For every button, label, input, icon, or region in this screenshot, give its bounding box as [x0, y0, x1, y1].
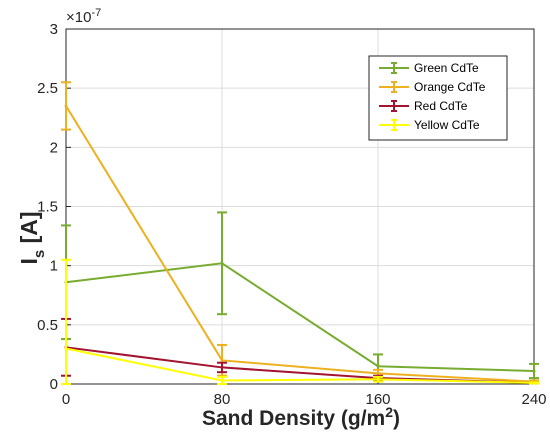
y-axis-multiplier: ×10-7: [66, 7, 101, 26]
y-tick-label: 0: [50, 376, 58, 393]
y-axis-title-tail: [A]: [16, 211, 42, 249]
legend-item: Red CdTe: [379, 99, 468, 113]
series-red-cdte: [61, 317, 539, 385]
y-tick-label: 1: [50, 258, 58, 275]
data-point: [376, 377, 380, 381]
data-point: [64, 347, 68, 350]
data-point: [220, 365, 224, 369]
data-point: [376, 371, 380, 375]
y-tick-label: 1.5: [37, 199, 58, 216]
data-point: [64, 104, 68, 108]
series-line: [65, 262, 535, 372]
legend-item: Yellow CdTe: [379, 118, 480, 132]
legend-label: Red CdTe: [414, 99, 468, 113]
y-multiplier-base: ×10: [66, 9, 91, 26]
legend-item: Orange CdTe: [379, 80, 486, 94]
x-tick-label: 240: [521, 391, 546, 408]
series-line: [65, 105, 535, 383]
x-axis-title: Sand Density (g/m2): [202, 404, 400, 430]
legend-label: Green CdTe: [414, 61, 479, 75]
legend-label: Orange CdTe: [414, 80, 486, 94]
legend-item: Green CdTe: [379, 61, 479, 75]
axis-ticks: 0 80 160 240 0 0.5 1 1.5 2 2.5 3: [37, 21, 546, 408]
x-axis-title-main: Sand Density (g/m: [202, 407, 385, 430]
data-point: [220, 358, 224, 362]
data-point: [376, 364, 380, 368]
series-green-cdte: [61, 211, 539, 380]
y-axis-title-subscript: s: [31, 250, 48, 258]
data-point: [220, 378, 224, 382]
y-tick-label: 2.5: [37, 80, 58, 97]
legend-label: Yellow CdTe: [414, 118, 480, 132]
x-tick-label: 80: [214, 391, 231, 408]
y-axis-title: Is [A]: [16, 211, 48, 264]
x-axis-title-tail: ): [393, 407, 400, 430]
y-multiplier-exponent: -7: [91, 7, 101, 19]
data-point: [532, 369, 536, 373]
data-point: [220, 261, 224, 265]
y-tick-label: 0.5: [37, 317, 58, 334]
legend: Green CdTe Orange CdTe Red CdTe Yellow CdTe: [368, 55, 508, 141]
series-yellow-cdte: [61, 258, 539, 385]
x-tick-label: 0: [62, 391, 70, 408]
x-tick-label: 160: [365, 391, 390, 408]
x-axis-title-superscript: 2: [385, 404, 393, 420]
series-line: [65, 347, 535, 384]
y-tick-label: 3: [50, 21, 58, 38]
y-tick-label: 2: [50, 139, 58, 156]
series-layer: [61, 81, 539, 385]
y-axis-title-main: I: [16, 258, 42, 264]
data-point: [532, 381, 536, 385]
